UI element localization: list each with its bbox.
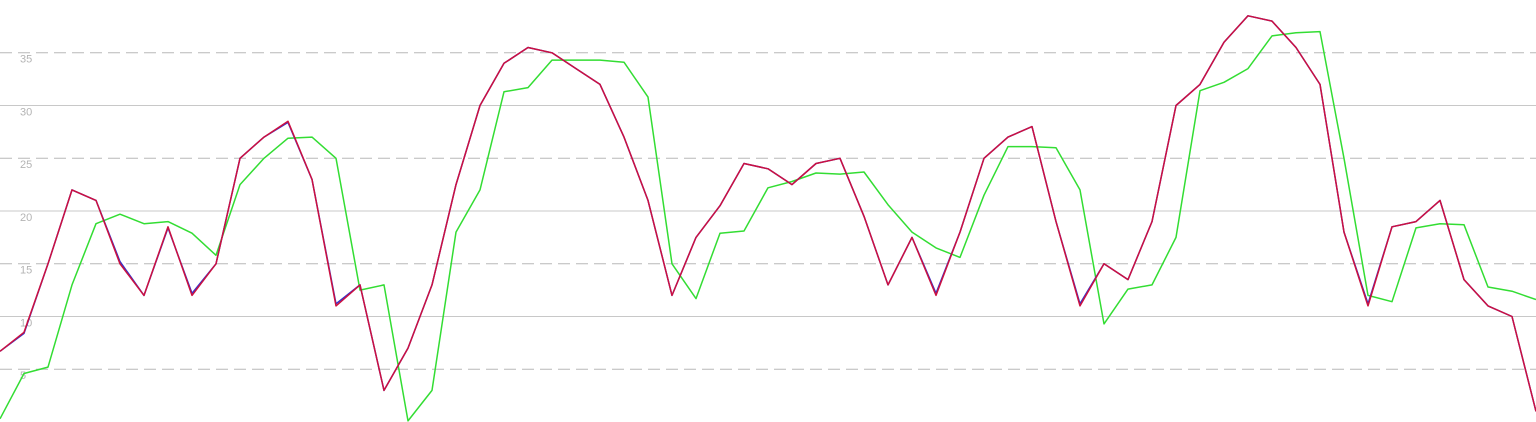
y-tick-label: 35 bbox=[20, 54, 32, 66]
line-series bbox=[0, 15, 1536, 412]
line-series bbox=[0, 30, 1536, 422]
y-tick-label: 20 bbox=[20, 212, 32, 224]
y-tick-label: 25 bbox=[20, 159, 32, 171]
y-tick-label: 30 bbox=[20, 106, 32, 118]
y-tick-label: 15 bbox=[20, 265, 32, 277]
